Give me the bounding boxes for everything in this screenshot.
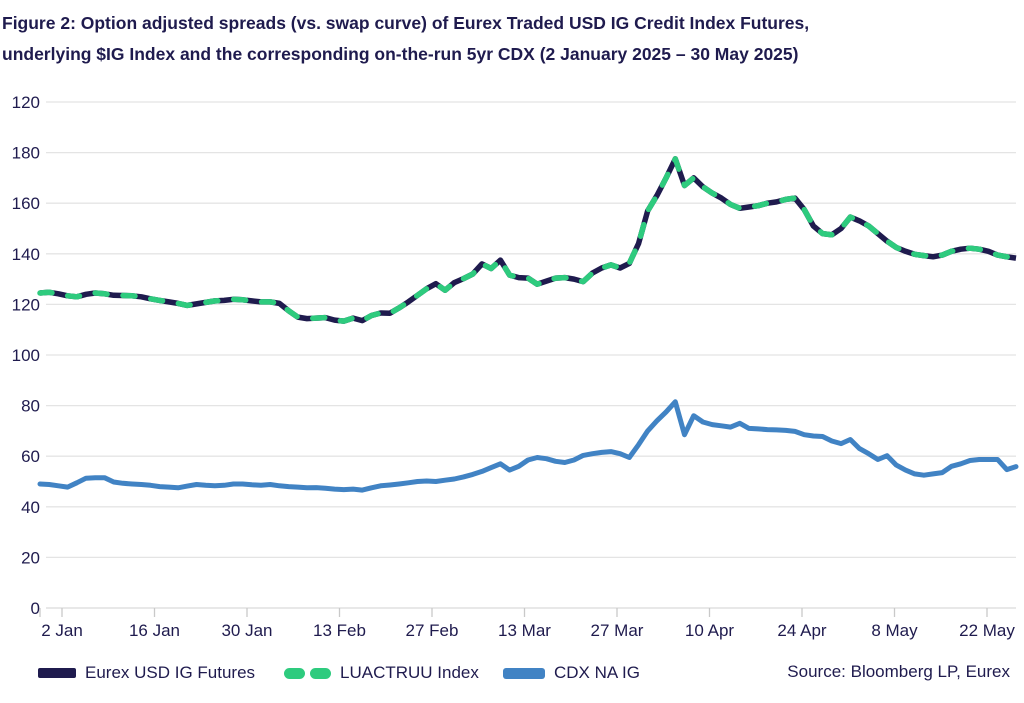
- x-axis-label: 2 Jan: [41, 621, 83, 640]
- x-axis-label: 13 Mar: [498, 621, 551, 640]
- x-axis-label: 16 Jan: [129, 621, 180, 640]
- x-axis-label: 10 Apr: [685, 621, 734, 640]
- y-axis-label: 160: [12, 194, 40, 213]
- y-axis-label: 20: [21, 548, 40, 567]
- x-axis-labels: 2 Jan 16 Jan 30 Jan 13 Feb 27 Feb 13 Mar 27 Ma…: [41, 621, 1015, 640]
- x-axis-label: 27 Feb: [406, 621, 459, 640]
- source-attribution: Source: Bloomberg LP, Eurex: [787, 662, 1010, 681]
- x-axis-label: 24 Apr: [777, 621, 826, 640]
- line-cdx-na-ig: [37, 399, 1019, 493]
- x-axis-label: 30 Jan: [221, 621, 272, 640]
- blue-line-swatch-icon: [503, 667, 545, 679]
- y-axis-label: 80: [21, 397, 40, 416]
- y-axis-labels: 0 20 40 60 80 100 120 140 160 180 120: [12, 93, 40, 618]
- x-axis-label: 8 May: [871, 621, 918, 640]
- legend-item-luactruu-index: LUACTRUU Index: [284, 660, 479, 686]
- gridlines: [46, 101, 1016, 609]
- chart-legend: Eurex USD IG Futures LUACTRUU Index CDX …: [0, 660, 1024, 690]
- line-eurex-usd-ig-futures: [39, 156, 1017, 324]
- legend-label: Eurex USD IG Futures: [85, 663, 256, 682]
- legend-label: CDX NA IG: [554, 663, 640, 682]
- legend-item-eurex-usd-ig-futures: Eurex USD IG Futures: [38, 660, 255, 686]
- line-luactruu-index: [37, 156, 1019, 324]
- y-axis-label: 60: [21, 447, 40, 466]
- figure-title: Figure 2: Option adjusted spreads (vs. s…: [2, 8, 1002, 70]
- figure-title-line-2: underlying $IG Index and the correspondi…: [2, 44, 799, 64]
- x-axis-ticks: [39, 608, 988, 617]
- y-axis-label: 100: [12, 346, 40, 365]
- legend-label: LUACTRUU Index: [340, 663, 479, 682]
- y-axis-label: 140: [12, 245, 40, 264]
- figure-title-line-1: Figure 2: Option adjusted spreads (vs. s…: [2, 13, 810, 33]
- legend-item-cdx-na-ig: CDX NA IG: [503, 660, 640, 686]
- y-axis-label: 40: [21, 498, 40, 517]
- y-axis-label: 120: [12, 295, 40, 314]
- green-dashed-line-swatch-icon: [284, 667, 331, 679]
- y-axis-label: 180: [12, 144, 40, 163]
- x-axis-label: 13 Feb: [313, 621, 366, 640]
- x-axis-label: 22 May: [959, 621, 1015, 640]
- navy-line-swatch-icon: [38, 668, 76, 678]
- y-axis-label: 0: [31, 599, 40, 618]
- y-axis-label: 120: [12, 93, 40, 112]
- x-axis-label: 27 Mar: [591, 621, 644, 640]
